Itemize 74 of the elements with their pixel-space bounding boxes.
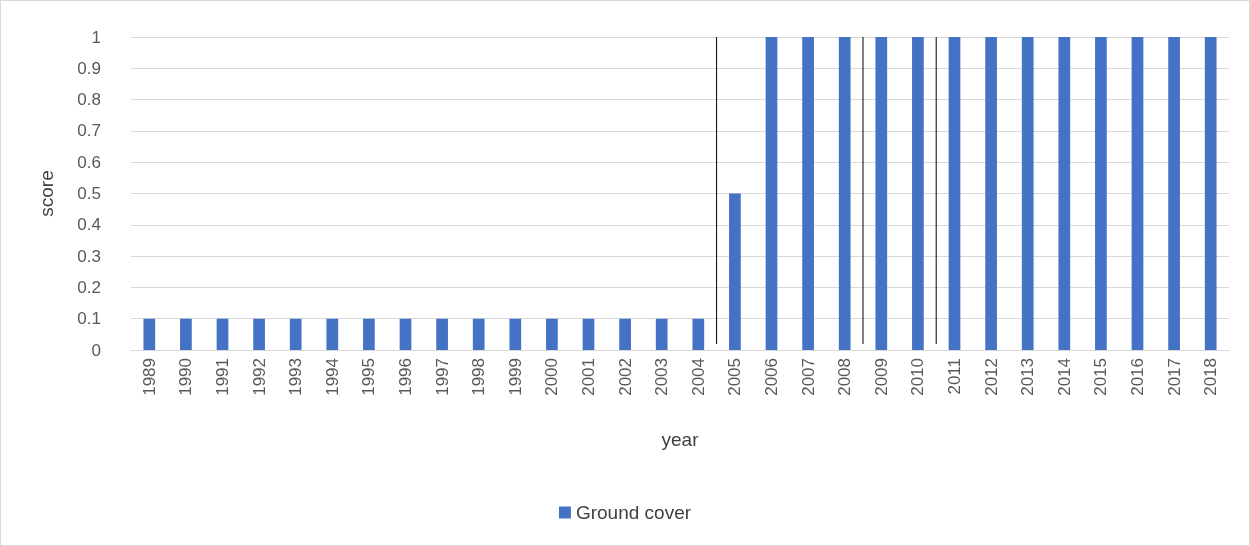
- x-tick-label: 2011: [945, 358, 964, 395]
- bar: [912, 37, 924, 350]
- x-tick-label: 1995: [359, 358, 379, 396]
- bar: [875, 37, 888, 350]
- x-tick-label: 2003: [652, 358, 672, 396]
- bar: [838, 37, 851, 350]
- y-tick-label: 0.8: [77, 90, 101, 110]
- bar: [1168, 37, 1180, 350]
- bar: [729, 193, 741, 350]
- bar: [253, 318, 265, 350]
- legend-label: Ground cover: [575, 502, 692, 523]
- bar: [948, 37, 961, 350]
- y-tick-label: 0.6: [77, 152, 101, 172]
- x-tick-label: 2014: [1054, 358, 1074, 396]
- y-tick-label: 0.9: [77, 58, 101, 78]
- x-tick-label: 2018: [1201, 358, 1221, 396]
- x-tick-label: 1996: [396, 358, 415, 396]
- x-tick-label: 1993: [286, 358, 306, 396]
- bar: [1204, 37, 1217, 350]
- x-tick-label: 2005: [725, 358, 745, 396]
- y-tick-label: 0: [91, 340, 101, 360]
- y-tick-label: 1: [91, 27, 101, 47]
- bar: [326, 318, 339, 350]
- x-tick-label: 2016: [1128, 358, 1147, 396]
- x-tick-label: 2010: [908, 358, 928, 396]
- x-tick-label: 2017: [1164, 358, 1184, 396]
- y-tick-label: 0.3: [77, 246, 101, 266]
- bar: [1131, 37, 1144, 350]
- x-tick-label: 2001: [579, 358, 598, 396]
- bar: [216, 318, 229, 350]
- bar: [1021, 37, 1034, 350]
- y-tick-label: 0.7: [77, 121, 101, 141]
- y-tick-label: 0.4: [77, 215, 101, 235]
- bar: [619, 318, 631, 350]
- x-tick-label: 1991: [213, 358, 232, 396]
- x-tick-label: 2015: [1091, 358, 1111, 396]
- bar: [143, 318, 156, 350]
- bar: [765, 37, 778, 350]
- x-tick-label: 1998: [469, 358, 489, 396]
- y-tick-label: 0.2: [77, 277, 101, 297]
- bar: [509, 318, 522, 350]
- bar: [1058, 37, 1071, 350]
- x-tick-label: 2013: [1018, 358, 1038, 396]
- x-tick-label: 1994: [322, 358, 342, 396]
- bar: [1095, 37, 1107, 350]
- x-tick-label: 1997: [432, 358, 452, 396]
- bar: [180, 318, 192, 350]
- x-tick-label: 2009: [871, 358, 891, 396]
- bar: [582, 318, 595, 350]
- bar: [692, 318, 705, 350]
- bar: [546, 318, 558, 350]
- x-tick-label: 1999: [505, 358, 525, 396]
- x-tick-label: 2012: [981, 358, 1001, 396]
- bar: [985, 37, 997, 350]
- bar: [655, 318, 668, 350]
- bar: [472, 318, 485, 350]
- bar: [399, 318, 412, 350]
- y-tick-label: 0.1: [77, 309, 101, 329]
- y-axis-title: score: [36, 170, 57, 217]
- x-axis-title: year: [661, 429, 700, 450]
- x-tick-label: 1992: [249, 358, 269, 396]
- bar: [289, 318, 302, 350]
- x-tick-label: 1989: [139, 358, 159, 396]
- x-tick-label: 2000: [542, 358, 562, 396]
- bar: [363, 318, 375, 350]
- y-tick-label: 0.5: [77, 184, 101, 203]
- bar: [436, 318, 448, 350]
- x-tick-label: 2008: [835, 358, 855, 396]
- x-tick-label: 2002: [615, 358, 635, 396]
- bar: [802, 37, 814, 350]
- x-tick-label: 1990: [176, 358, 196, 396]
- x-tick-label: 2007: [798, 358, 818, 396]
- x-tick-label: 2004: [688, 358, 708, 396]
- x-tick-label: 2006: [762, 358, 781, 396]
